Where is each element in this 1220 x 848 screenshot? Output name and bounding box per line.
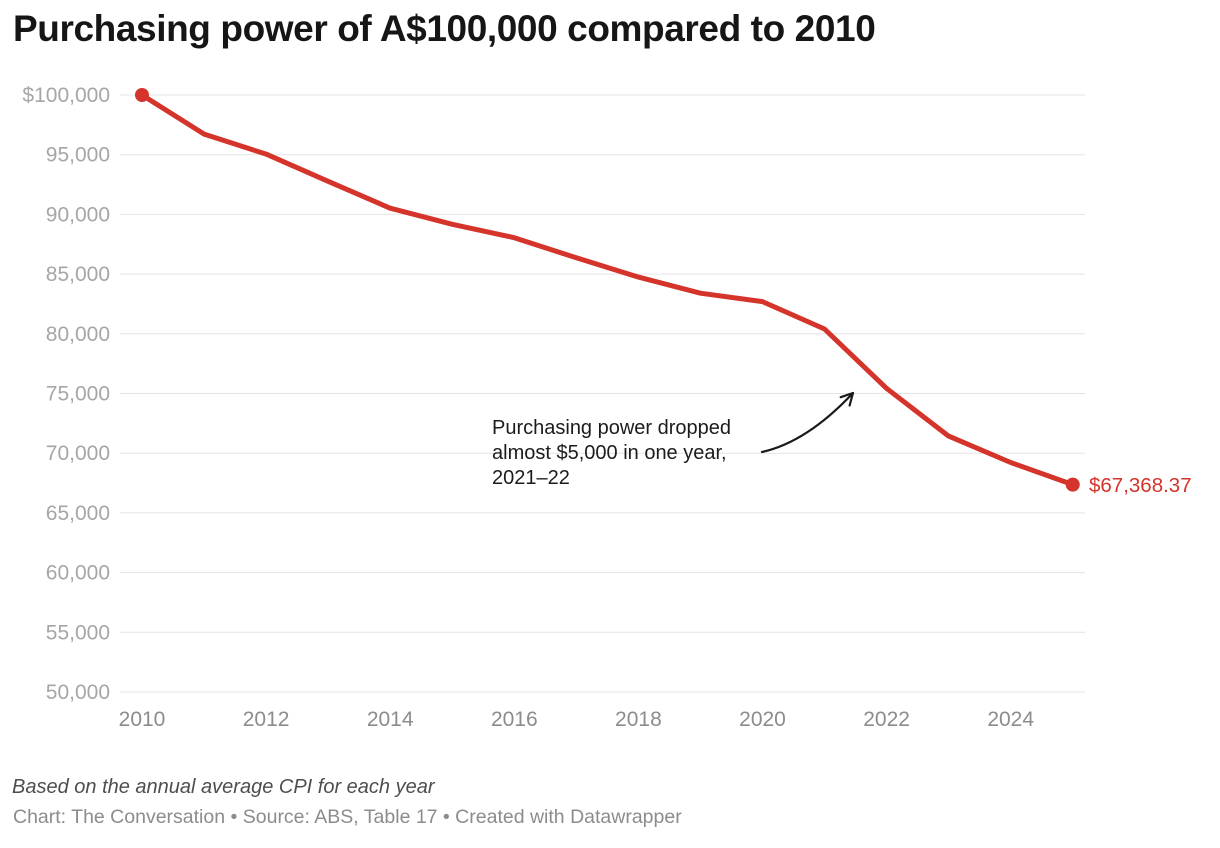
- y-axis-tick-label: $100,000: [22, 84, 110, 107]
- chart-footnote: Based on the annual average CPI for each…: [12, 776, 435, 798]
- y-axis-tick-label: 85,000: [46, 263, 110, 286]
- x-axis-tick-label: 2010: [119, 708, 166, 731]
- annotation-line: almost $5,000 in one year,: [492, 442, 727, 464]
- y-axis-tick-label: 70,000: [46, 442, 110, 465]
- y-axis-tick-label: 80,000: [46, 323, 110, 346]
- x-axis-tick-label: 2024: [987, 708, 1034, 731]
- start-point-dot: [135, 88, 149, 102]
- y-axis-tick-label: 90,000: [46, 203, 110, 226]
- y-axis-tick-label: 65,000: [46, 502, 110, 525]
- annotation-text: Purchasing power dropped almost $5,000 i…: [492, 416, 731, 491]
- series-line: [139, 92, 1076, 488]
- y-axis-tick-label: 75,000: [46, 383, 110, 406]
- y-axis-tick-label: 60,000: [46, 562, 110, 585]
- chart-byline: Chart: The Conversation • Source: ABS, T…: [13, 806, 682, 828]
- x-axis-tick-label: 2016: [491, 708, 538, 731]
- x-axis-tick-label: 2014: [367, 708, 414, 731]
- annotation-line: Purchasing power dropped: [492, 417, 732, 439]
- y-axis-tick-label: 50,000: [46, 681, 110, 704]
- x-axis-tick-label: 2022: [863, 708, 910, 731]
- endpoint-value-label: $67,368.37: [1089, 474, 1192, 497]
- x-axis-tick-label: 2012: [243, 708, 290, 731]
- x-axis-tick-label: 2018: [615, 708, 662, 731]
- x-axis-tick-label: 2020: [739, 708, 786, 731]
- y-axis-tick-label: 95,000: [46, 144, 110, 167]
- annotation-line: 2021–22: [492, 467, 570, 489]
- annotation-arrowhead: [839, 391, 855, 407]
- end-point-dot: [1065, 477, 1080, 492]
- chart-title: Purchasing power of A$100,000 compared t…: [13, 8, 876, 49]
- y-axis-tick-label: 55,000: [46, 621, 110, 644]
- annotation-arrow: [760, 391, 855, 454]
